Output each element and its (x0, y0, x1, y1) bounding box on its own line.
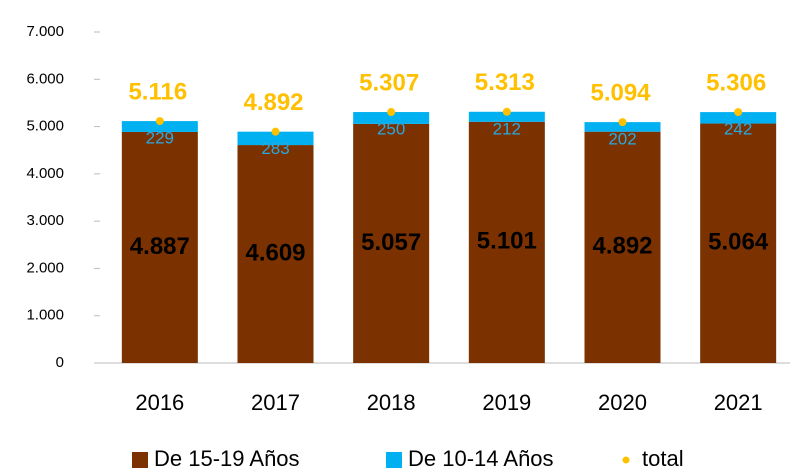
data-label: 4.892 (592, 233, 652, 260)
y-tick-label: 2.000 (26, 259, 64, 276)
y-tick-label: 4.000 (26, 165, 64, 182)
bar-segment (353, 112, 430, 124)
data-label: 229 (146, 129, 174, 148)
data-label: 4.609 (245, 239, 305, 266)
legend-swatch (386, 452, 402, 468)
x-tick-label: 2020 (598, 390, 647, 415)
legend-swatch (132, 452, 148, 468)
total-marker (155, 117, 164, 126)
total-label: 5.094 (590, 79, 651, 106)
y-tick-label: 0 (56, 354, 64, 371)
bar-segment (700, 112, 777, 124)
x-tick-label: 2021 (714, 390, 763, 415)
data-label: 212 (493, 119, 521, 138)
bar-segment (468, 111, 545, 122)
data-label: 242 (724, 120, 752, 139)
data-label: 5.101 (477, 228, 537, 255)
legend-label: De 15-19 Años (154, 446, 300, 471)
y-tick-label: 1.000 (26, 307, 64, 324)
data-label: 5.064 (708, 229, 769, 256)
bar-segment (700, 123, 777, 364)
data-label: 283 (261, 139, 289, 158)
x-tick-label: 2019 (482, 390, 531, 415)
y-tick-label: 5.000 (26, 118, 64, 135)
data-label: 250 (377, 120, 405, 139)
legend-label: total (642, 446, 684, 471)
total-marker (734, 108, 743, 117)
total-label: 5.307 (359, 69, 419, 96)
data-label: 202 (608, 130, 636, 149)
legend-swatch (622, 456, 630, 464)
bar-segment (584, 131, 661, 363)
bar-segment (121, 121, 198, 132)
total-label: 5.116 (128, 78, 187, 105)
bar-segment (237, 131, 314, 146)
bar-segment (468, 121, 545, 364)
bar-segment (584, 122, 661, 132)
data-label: 5.057 (361, 229, 421, 256)
total-marker (271, 127, 280, 136)
bar-segment (353, 123, 430, 363)
bar-segment (237, 145, 314, 363)
x-tick-label: 2017 (251, 390, 300, 415)
data-label: 4.887 (130, 233, 190, 260)
total-marker (502, 107, 511, 116)
total-marker (387, 108, 396, 117)
legend-label: De 10-14 Años (408, 446, 554, 471)
total-label: 4.892 (243, 89, 303, 116)
total-marker (618, 118, 627, 127)
total-label: 5.313 (475, 69, 535, 96)
y-tick-label: 6.000 (26, 70, 64, 87)
x-tick-label: 2016 (135, 390, 184, 415)
total-label: 5.306 (706, 69, 766, 96)
x-tick-label: 2018 (367, 390, 416, 415)
bar-segment (121, 131, 198, 363)
y-tick-label: 7.000 (26, 23, 64, 40)
y-tick-label: 3.000 (26, 212, 64, 229)
